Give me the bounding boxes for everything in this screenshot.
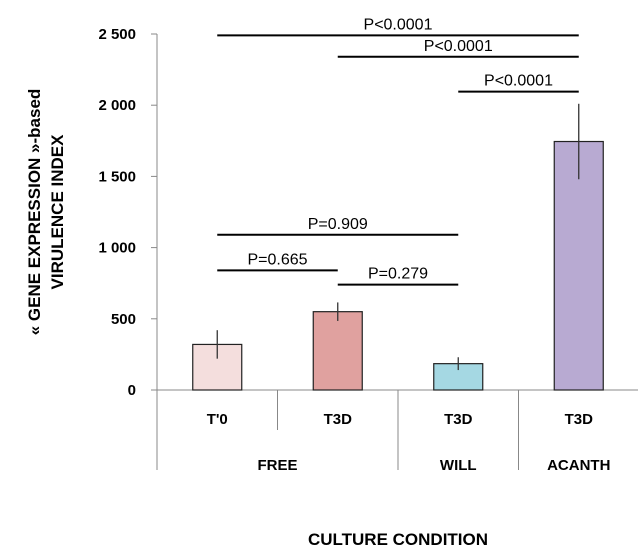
y-axis-title-line2: VIRULENCE INDEX [48, 134, 67, 290]
p-value-label: P=0.665 [247, 251, 307, 268]
category-label: T'0 [207, 411, 228, 428]
significance-brackets: P<0.0001 P<0.0001 P<0.0001 P=0.909 P=0.665 P=… [217, 16, 579, 286]
y-tick-label: 1 000 [98, 240, 136, 257]
y-tick-label: 500 [111, 311, 136, 328]
bar [553, 140, 604, 391]
p-value-label: P=0.909 [308, 216, 368, 233]
x-axis-title: CULTURE CONDITION [308, 530, 488, 549]
p-value-label: P<0.0001 [364, 16, 433, 33]
bar [312, 311, 363, 391]
category-label: T3D [444, 411, 473, 428]
y-tick-label: 2 500 [98, 26, 136, 43]
y-tick-label: 0 [128, 382, 136, 399]
p-value-label: P<0.0001 [484, 73, 553, 90]
category-label: T3D [324, 411, 353, 428]
group-label: ACANTH [547, 457, 610, 474]
category-labels: T'0 T3D T3D T3D FREE WILL ACANTH [207, 411, 611, 474]
p-value-label: P<0.0001 [424, 38, 493, 55]
bars [192, 103, 604, 391]
y-axis-ticks: 0 500 1 000 1 500 2 000 2 500 [98, 26, 157, 399]
y-axis-title-line1: « GENE EXPRESSION »-based [25, 89, 44, 336]
category-label: T3D [565, 411, 594, 428]
y-tick-label: 1 500 [98, 168, 136, 185]
y-tick-label: 2 000 [98, 97, 136, 114]
group-label: FREE [257, 457, 297, 474]
group-label: WILL [440, 457, 477, 474]
p-value-label: P=0.279 [368, 266, 428, 283]
